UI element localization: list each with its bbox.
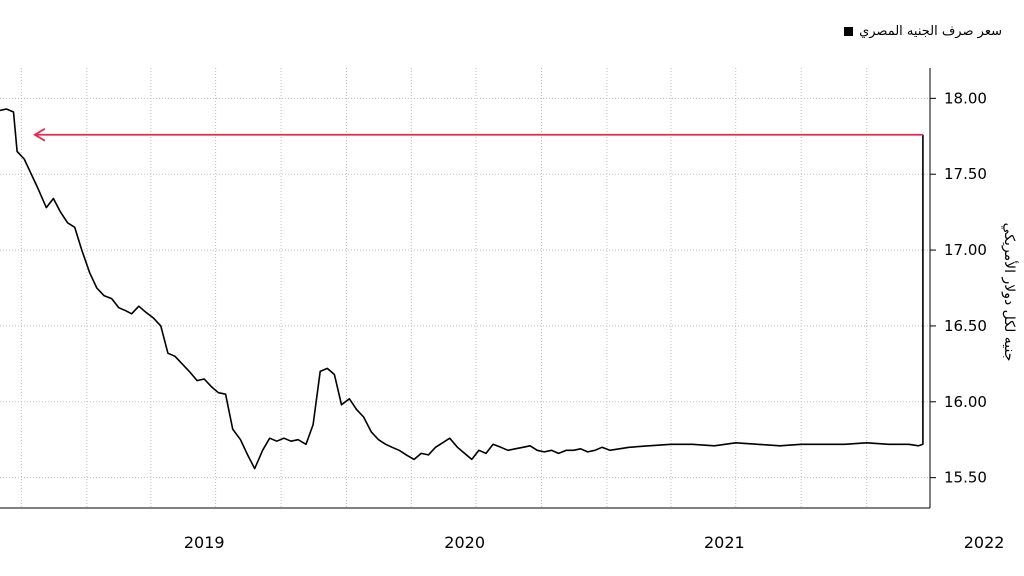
legend: سعر صرف الجنيه المصري	[844, 24, 1002, 39]
x-tick-label: 2022	[964, 533, 1005, 552]
x-tick-label: 2020	[444, 533, 485, 552]
y-tick-label: 17.50	[944, 165, 987, 183]
y-tick-label: 18.00	[944, 89, 987, 107]
y-axis-title: جنيه لكل دولار الأمريكي	[1001, 222, 1017, 362]
y-tick-label: 16.50	[944, 317, 987, 335]
y-tick-label: 17.00	[944, 241, 987, 259]
x-tick-label: 2021	[704, 533, 745, 552]
x-tick-label: 2019	[184, 533, 225, 552]
legend-label: سعر صرف الجنيه المصري	[859, 24, 1002, 39]
annotation-arrowhead	[33, 127, 46, 142]
y-tick-label: 16.00	[944, 393, 987, 411]
legend-swatch	[844, 27, 854, 36]
y-tick-label: 15.50	[944, 469, 987, 487]
series-line	[0, 108, 924, 470]
